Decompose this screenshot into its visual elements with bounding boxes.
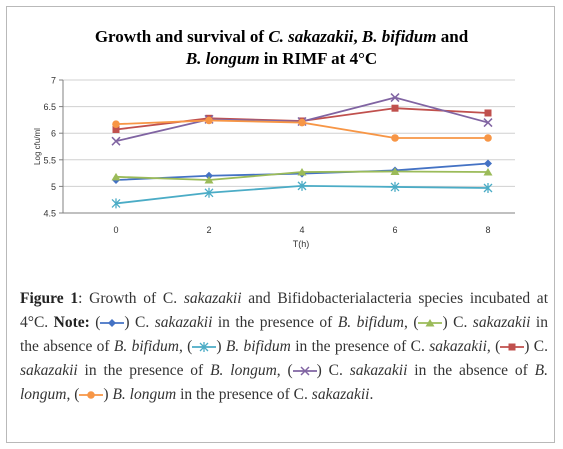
data-point — [297, 180, 307, 191]
caption-text: , ( — [403, 314, 419, 331]
caption-text: sakazakii — [154, 314, 213, 331]
caption-text: sakazakii — [349, 362, 408, 379]
figure-frame — [6, 6, 555, 443]
chart-title-part: and — [436, 27, 469, 46]
legend-symbol — [199, 342, 209, 353]
data-point — [484, 109, 492, 117]
caption-text: ) C. — [442, 314, 473, 331]
caption-text: , ( — [486, 338, 501, 355]
caption-text: ) — [216, 338, 226, 355]
caption-text: B. longum — [20, 362, 548, 403]
caption-text: and Bifidobacterialacteria species incub… — [20, 290, 548, 331]
caption-text: in the presence of C. — [176, 386, 312, 403]
legend-marker — [292, 366, 317, 376]
caption-text: sakazakii — [183, 290, 242, 307]
data-point — [297, 168, 307, 176]
data-point — [390, 181, 400, 192]
data-point — [111, 136, 121, 146]
x-tick-label: 0 — [113, 225, 118, 235]
chart-title-part: B. bifidum — [361, 27, 437, 46]
caption-text: in the presence of C. — [290, 338, 430, 355]
chart-title-part: in RIMF at 4°C — [259, 49, 378, 68]
chart-title: Growth and survival of C. sakazakii, B. … — [0, 26, 563, 70]
data-point — [483, 168, 493, 176]
caption-text: ) C. — [124, 314, 155, 331]
x-tick-label: 2 — [206, 225, 211, 235]
caption-text: Figure 1 — [20, 290, 79, 307]
legend-symbol — [508, 343, 516, 351]
data-point — [390, 93, 400, 103]
x-tick-label: 6 — [392, 225, 397, 235]
caption-text: , ( — [178, 338, 193, 355]
caption-text: B. longum — [210, 362, 277, 379]
caption-text: ) C. — [524, 338, 548, 355]
data-point — [111, 198, 121, 209]
caption-text: , ( — [66, 386, 80, 403]
y-axis-label: Log cfu/ml — [33, 128, 42, 165]
data-point — [390, 167, 400, 176]
caption-text: in the presence of — [77, 362, 211, 379]
y-tick-label: 5 — [51, 182, 56, 192]
data-point — [298, 118, 306, 127]
y-tick-label: 4.5 — [43, 209, 56, 219]
series-2 — [111, 167, 493, 184]
legend-symbol — [300, 366, 310, 376]
legend-marker — [79, 391, 104, 400]
data-point — [484, 134, 492, 142]
caption-text: sakazakii — [311, 386, 370, 403]
data-point — [112, 120, 120, 128]
caption-text: sakazakii — [429, 338, 487, 355]
data-point — [483, 118, 493, 128]
caption-text: B. bifidum — [225, 338, 291, 355]
legend-marker — [418, 319, 443, 327]
data-point — [205, 171, 213, 180]
data-point — [112, 125, 120, 133]
data-point — [204, 187, 214, 198]
caption-text: B. bifidum — [113, 338, 179, 355]
x-tick-label: 4 — [299, 225, 304, 235]
x-tick-label: 8 — [485, 225, 490, 235]
data-point — [111, 172, 121, 181]
caption-text: : Growth of C. — [78, 290, 184, 307]
y-tick-label: 6 — [51, 129, 56, 139]
caption-text: Note: — [53, 314, 90, 331]
caption-text: in the presence of — [212, 314, 338, 331]
legend-marker — [100, 319, 125, 328]
caption-text: sakazakii — [472, 314, 531, 331]
data-point — [483, 182, 493, 193]
caption-text: ) C. — [316, 362, 350, 379]
figure-caption: Figure 1: Growth of C. sakazakii and Bif… — [20, 287, 548, 407]
data-point — [484, 159, 492, 168]
series-6 — [112, 116, 492, 142]
caption-text: in the absence of — [407, 362, 535, 379]
caption-text: ( — [89, 314, 101, 331]
chart-title-part: B. longum — [185, 49, 260, 68]
caption-text: sakazakii — [20, 362, 78, 379]
legend-symbol — [425, 319, 435, 327]
caption-text: . — [369, 386, 374, 403]
caption-text: in the absence of — [20, 314, 548, 355]
series-3 — [111, 180, 493, 209]
data-point — [391, 104, 399, 112]
legend-marker — [192, 342, 217, 353]
data-point — [205, 116, 213, 125]
chart-title-part: C. sakazakii — [268, 27, 354, 46]
y-tick-label: 5.5 — [43, 155, 56, 165]
legend-symbol — [108, 319, 117, 328]
legend-marker — [500, 343, 525, 351]
chart-title-part: Growth and survival of — [94, 27, 269, 46]
caption-text: , ( — [276, 362, 293, 379]
data-point — [204, 176, 214, 184]
caption-text: ) — [103, 386, 113, 403]
x-axis-label: T(h) — [293, 239, 310, 249]
caption-text: B. longum — [112, 386, 177, 403]
caption-text: B. bifidum — [337, 314, 404, 331]
y-tick-label: 7 — [51, 76, 56, 86]
legend-symbol — [87, 391, 96, 400]
chart-title-part: , — [353, 27, 362, 46]
y-tick-label: 6.5 — [43, 102, 56, 112]
data-point — [391, 134, 399, 142]
